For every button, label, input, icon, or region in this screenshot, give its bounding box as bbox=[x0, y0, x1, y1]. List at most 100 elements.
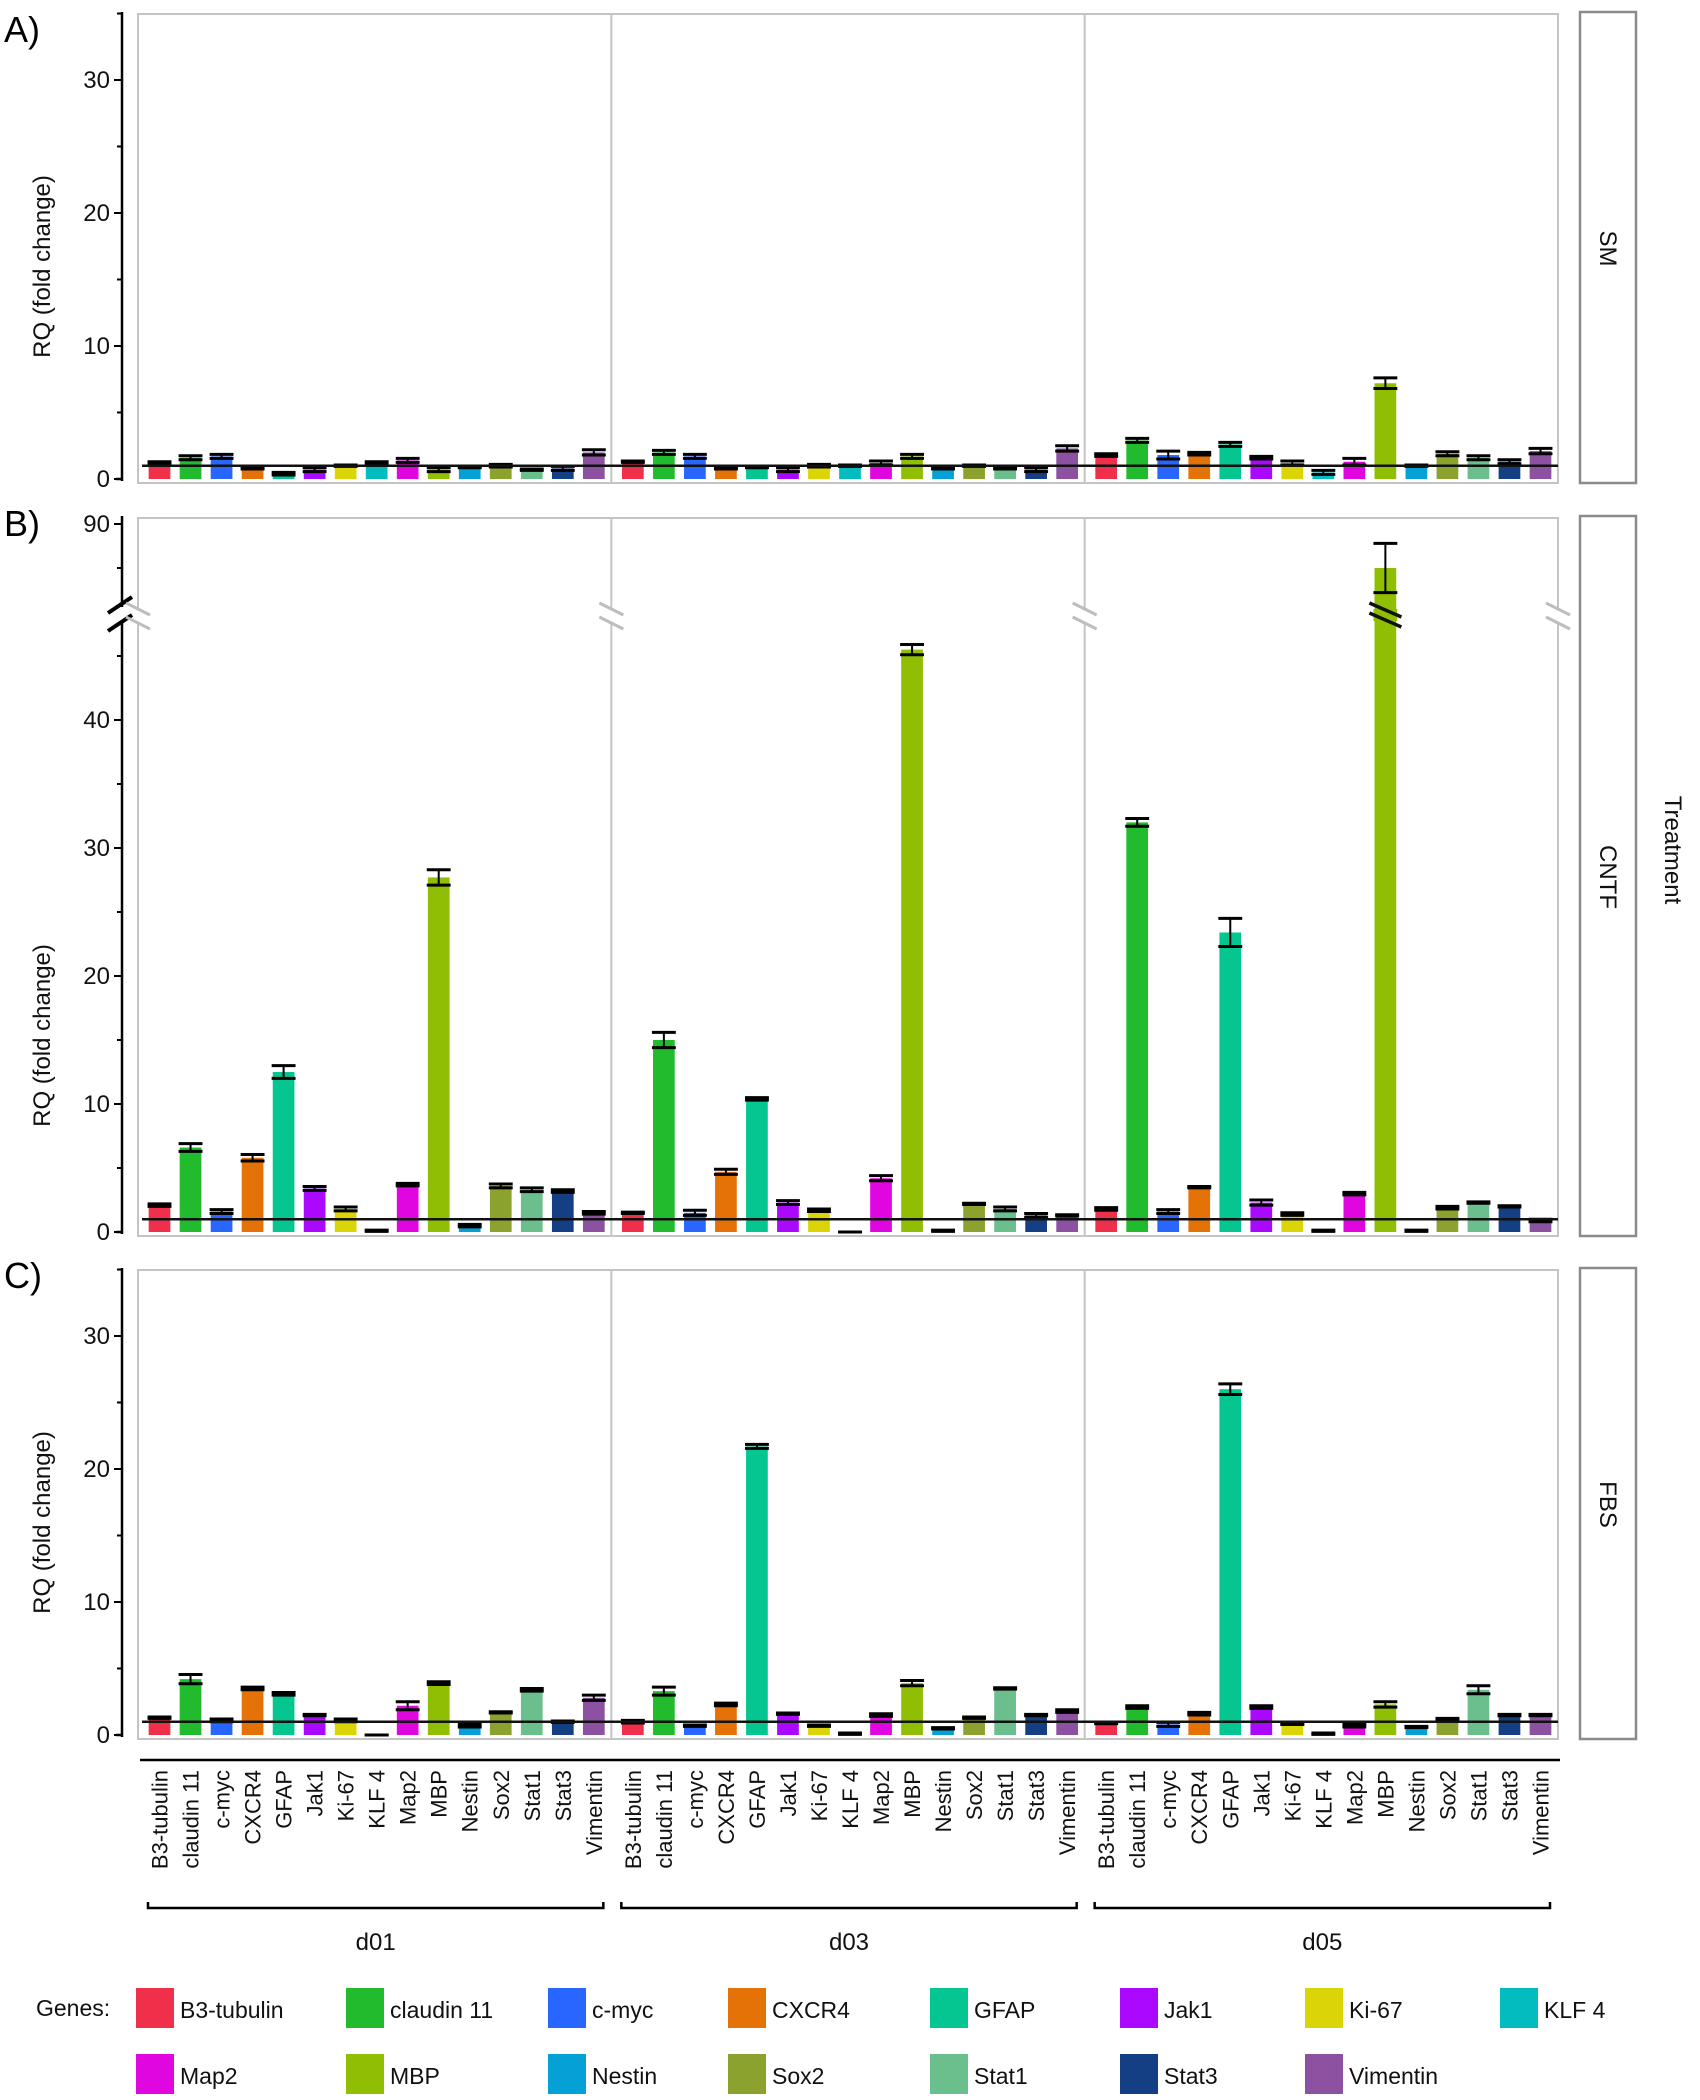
error-bar bbox=[1187, 450, 1212, 457]
bar-sm-d01-ki-67 bbox=[334, 465, 357, 479]
axis-break-icon bbox=[106, 595, 134, 615]
error-bar bbox=[1373, 376, 1398, 391]
bar-fbs-d01-mbp bbox=[427, 1683, 450, 1735]
bar-fbs-d01-stat3 bbox=[551, 1721, 574, 1735]
group-label: d01 bbox=[356, 1929, 396, 1956]
error-bar bbox=[1404, 1724, 1429, 1730]
error-bar bbox=[147, 460, 172, 466]
bar-sm-d03-gfap bbox=[746, 467, 768, 479]
panel-sm: 0 10 20 30 RQ (fold change) A) SM bbox=[4, 9, 1638, 493]
error-bar bbox=[744, 1442, 769, 1450]
x-tick-label: Map2 bbox=[1342, 1770, 1367, 1825]
x-tick-label: CXCR4 bbox=[1187, 1770, 1212, 1845]
bar-sm-d03-cxcr4 bbox=[715, 468, 737, 479]
error-bar bbox=[302, 1712, 327, 1718]
error-bar bbox=[488, 1710, 513, 1715]
error-bar bbox=[620, 459, 645, 464]
panel-label: C) bbox=[4, 1255, 42, 1296]
bar-cntf-d05-cxcr4 bbox=[1188, 1187, 1211, 1232]
x-tick-label: Nestin bbox=[458, 1770, 483, 1832]
legend-item: CXCR4 bbox=[728, 1988, 850, 2028]
y-tick-label: 30 bbox=[83, 835, 110, 862]
error-bar bbox=[147, 1715, 172, 1720]
error-bar bbox=[1373, 541, 1398, 595]
error-bar bbox=[581, 1210, 606, 1216]
legend-swatch bbox=[1305, 2054, 1343, 2094]
group-bracket bbox=[1093, 1902, 1552, 1910]
bar-cntf-d01-jak1 bbox=[303, 1188, 326, 1232]
bar-cntf-d01-nestin bbox=[458, 1225, 481, 1232]
bar-fbs-d01-jak1 bbox=[303, 1715, 326, 1735]
y-tick-label: 10 bbox=[83, 1589, 110, 1616]
bar-sm-d01-klf-4 bbox=[365, 463, 388, 479]
error-bar bbox=[1024, 1211, 1049, 1219]
error-bar bbox=[1055, 1213, 1080, 1218]
facet-strip-label: SM bbox=[1594, 231, 1621, 267]
bar-cntf-d05-map2 bbox=[1343, 1193, 1366, 1232]
bar-cntf-d05-gfap bbox=[1219, 932, 1242, 1232]
bar-cntf-d05-claudin-11 bbox=[1126, 822, 1149, 1232]
error-bar bbox=[209, 1208, 234, 1215]
x-tick-label: GFAP bbox=[1218, 1770, 1243, 1829]
bar-fbs-d03-stat3 bbox=[1025, 1715, 1047, 1735]
error-bar bbox=[682, 452, 707, 460]
x-tick-label: claudin 11 bbox=[652, 1770, 677, 1869]
legend-label: CXCR4 bbox=[772, 1997, 850, 2023]
bar-sm-d01-jak1 bbox=[303, 469, 326, 479]
bar-sm-d01-c-myc bbox=[210, 456, 233, 479]
plot-frame bbox=[137, 517, 1559, 1237]
bar-fbs-d05-cxcr4 bbox=[1188, 1713, 1211, 1735]
x-tick-label: Map2 bbox=[396, 1770, 421, 1825]
x-tick-label: claudin 11 bbox=[179, 1770, 204, 1869]
error-bar bbox=[519, 467, 544, 472]
bar-cntf-d03-vimentin bbox=[1056, 1215, 1079, 1232]
error-bar bbox=[1497, 1204, 1522, 1209]
legend-label: Stat1 bbox=[974, 2063, 1028, 2089]
facet-strip bbox=[1578, 1266, 1638, 1741]
bar-break-icon bbox=[1368, 601, 1403, 619]
bar-sm-d01-b3-tubulin bbox=[148, 463, 171, 479]
bar-fbs-d03-ki-67 bbox=[808, 1725, 830, 1735]
x-tick-label: Vimentin bbox=[1528, 1770, 1553, 1855]
x-tick-label: Stat1 bbox=[993, 1770, 1018, 1821]
legend-item: claudin 11 bbox=[346, 1988, 493, 2028]
y-tick-label: 20 bbox=[83, 963, 110, 990]
error-bar bbox=[1125, 436, 1150, 444]
error-bar bbox=[550, 1188, 575, 1194]
x-tick-label: Vimentin bbox=[1055, 1770, 1080, 1855]
bar-sm-d05-gfap bbox=[1219, 444, 1242, 479]
x-tick-label: Sox2 bbox=[1435, 1770, 1460, 1820]
error-bar bbox=[1094, 452, 1119, 458]
y-tick-label: 20 bbox=[83, 1456, 110, 1483]
x-tick-label: CXCR4 bbox=[714, 1770, 739, 1845]
error-bar bbox=[1280, 1211, 1305, 1217]
bar-cntf-d03-cxcr4 bbox=[715, 1171, 737, 1232]
legend-label: Map2 bbox=[180, 2063, 238, 2089]
legend-label: c-myc bbox=[592, 1997, 653, 2023]
legend-swatch bbox=[930, 2054, 968, 2094]
legend-item: Jak1 bbox=[1120, 1988, 1213, 2028]
bar-cntf-d03-claudin-11 bbox=[653, 1040, 675, 1232]
x-tick-label: Nestin bbox=[931, 1770, 956, 1832]
error-bar bbox=[1404, 1228, 1429, 1233]
bar-fbs-d05-stat1 bbox=[1467, 1689, 1490, 1735]
error-bar bbox=[1528, 446, 1553, 456]
error-bar bbox=[1435, 1204, 1460, 1211]
facet-strip-label: FBS bbox=[1594, 1481, 1621, 1528]
error-bar bbox=[457, 1222, 482, 1229]
group-bracket bbox=[146, 1902, 605, 1910]
x-tick-label: B3-tubulin bbox=[148, 1770, 173, 1869]
bar-sm-d05-c-myc bbox=[1157, 455, 1180, 479]
legend-swatch bbox=[136, 1988, 174, 2028]
bar-sm-d03-nestin bbox=[932, 468, 954, 479]
legend-item: B3-tubulin bbox=[136, 1988, 284, 2028]
error-bar bbox=[807, 1723, 831, 1728]
bar-cntf-d03-stat1 bbox=[994, 1208, 1016, 1232]
error-bar bbox=[178, 454, 203, 462]
legend-label: B3-tubulin bbox=[180, 1997, 284, 2023]
error-bar bbox=[426, 466, 451, 474]
error-bar bbox=[364, 460, 389, 466]
x-tick-label: KLF 4 bbox=[1311, 1770, 1336, 1829]
error-bar bbox=[1435, 450, 1460, 458]
